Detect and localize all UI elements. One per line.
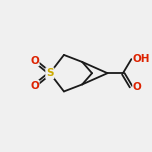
Text: O: O: [30, 55, 39, 66]
Text: S: S: [46, 68, 54, 78]
Text: OH: OH: [133, 54, 150, 64]
Text: O: O: [30, 81, 39, 91]
Text: O: O: [133, 82, 142, 92]
